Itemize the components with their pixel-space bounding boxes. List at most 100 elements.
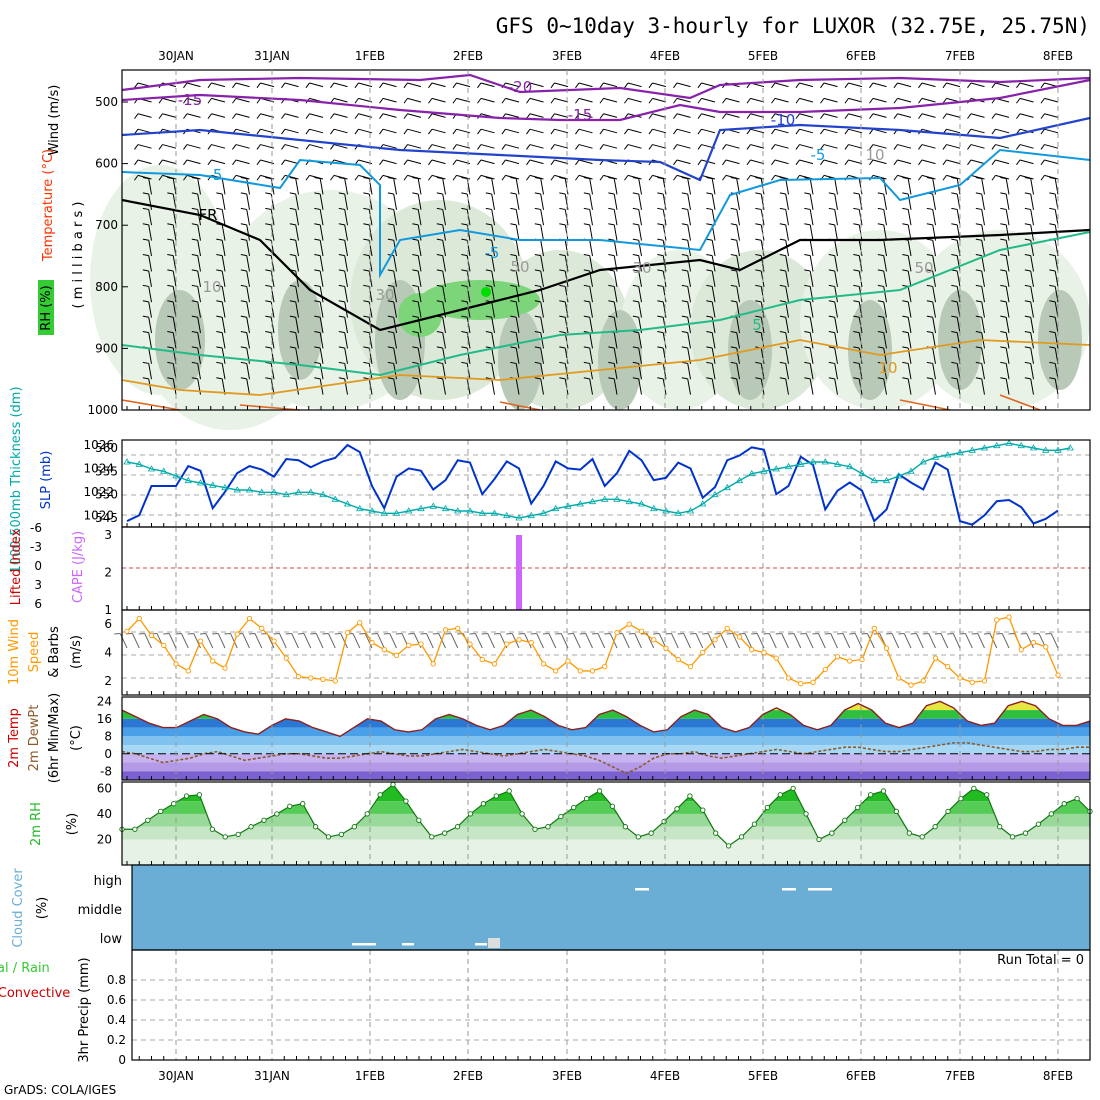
- wind-barb-feather: [608, 284, 615, 287]
- wind-barb: [515, 363, 520, 380]
- thickness-point: [221, 483, 229, 491]
- wind-barb-feather: [583, 315, 590, 318]
- wind-barb-feather: [624, 175, 629, 181]
- wind-barb: [328, 633, 336, 649]
- wind-barb: [589, 224, 593, 241]
- wind-barb-feather: [828, 331, 835, 334]
- wind-barb: [952, 633, 961, 649]
- wind-barb-feather: [363, 254, 370, 257]
- contour-plus5: [121, 231, 1091, 377]
- wind-barb-feather: [599, 82, 604, 89]
- wind-barb: [638, 224, 642, 241]
- ylabel-precip: 3hr Precip (mm): [77, 957, 92, 1062]
- rh-shading-dark: [848, 300, 892, 400]
- wind-barb: [809, 317, 814, 334]
- wind-barb: [701, 113, 716, 118]
- wind-barb-feather: [1000, 254, 1007, 257]
- wind-barb: [393, 193, 397, 210]
- wind-barb: [417, 378, 422, 395]
- wind-barb-feather: [575, 82, 580, 89]
- wind-barb-feather: [967, 144, 972, 150]
- wind-barb-feather: [216, 269, 223, 272]
- wind-barb-feather: [599, 175, 604, 181]
- wind-barb-feather: [902, 223, 909, 226]
- wind-barb-feather: [167, 269, 174, 272]
- wind-barb: [613, 317, 618, 334]
- rh-color-swatch: [38, 280, 54, 335]
- wind-barb: [711, 193, 716, 210]
- wind-barb: [132, 633, 140, 649]
- wind-barb: [785, 270, 789, 287]
- wind-barb-feather: [379, 82, 384, 89]
- thickness-point: [1029, 444, 1038, 451]
- wind-barb-feather: [363, 223, 370, 226]
- wind-barb: [466, 270, 471, 287]
- wind-barb: [907, 286, 912, 303]
- wind-barb-feather: [942, 175, 947, 181]
- wind-speed-point: [736, 634, 743, 640]
- thickness-point: [490, 509, 499, 516]
- wind-barb-feather: [771, 175, 776, 181]
- wind-barb: [725, 174, 740, 180]
- wind-barb: [295, 347, 299, 364]
- wind-barb: [932, 209, 936, 226]
- wind-barb: [442, 240, 446, 257]
- wind-barb-feather: [379, 98, 384, 104]
- wind-barb: [221, 178, 226, 195]
- wind-barb: [676, 128, 691, 134]
- wind-barb-feather: [436, 177, 443, 180]
- wind-barb-feather: [795, 159, 800, 166]
- wind-barb: [431, 144, 446, 149]
- date-label-bottom: 4FEB: [650, 1069, 680, 1083]
- wind-barb-feather: [771, 144, 776, 150]
- wind-barb: [491, 178, 495, 195]
- wind-barb: [1054, 378, 1059, 395]
- wind-barb-feather: [779, 361, 786, 364]
- wind-barb-feather: [191, 300, 198, 303]
- wind-barb: [393, 224, 397, 241]
- thickness-point: [160, 467, 168, 474]
- wind-barb-feather: [265, 238, 272, 241]
- wind-barb-feather: [240, 223, 247, 226]
- wind-barb: [564, 301, 569, 318]
- rh-point: [454, 824, 461, 830]
- wind-barb-feather: [510, 284, 517, 287]
- wind-barb: [1044, 159, 1059, 165]
- wind-barb-feather: [314, 300, 321, 303]
- wind-barb-feather: [771, 113, 776, 119]
- wind-barb-feather: [403, 175, 408, 181]
- wind-barb-feather: [730, 238, 737, 241]
- wind-barb: [431, 174, 446, 180]
- wind-barb: [613, 378, 618, 395]
- wind-barb-feather: [191, 377, 198, 380]
- rh-point: [287, 803, 293, 809]
- wind-barb-feather: [167, 284, 174, 287]
- wind-barb-feather: [363, 284, 370, 287]
- wind-speed-point: [687, 664, 694, 670]
- wind-barb-feather: [820, 128, 825, 135]
- wind-barb: [431, 128, 446, 134]
- thickness-point: [760, 467, 768, 474]
- wind-barb-feather: [477, 144, 482, 150]
- wind-barb-feather: [632, 207, 639, 210]
- lifted-tick-label: 3: [34, 578, 42, 592]
- wind-barb-feather: [387, 207, 394, 210]
- wind-barb-feather: [158, 144, 163, 150]
- wind-barb: [197, 178, 201, 195]
- temp-tick-label: 8: [104, 729, 112, 743]
- wind-barb-feather: [289, 300, 296, 303]
- wind-barb: [319, 193, 324, 210]
- wind-barb: [524, 633, 532, 649]
- wind-barb: [186, 174, 201, 180]
- wind-barb: [701, 97, 716, 103]
- wind-barb: [638, 209, 642, 226]
- wind-barb: [291, 633, 299, 649]
- rh-point: [132, 826, 138, 832]
- wind-barb-feather: [583, 284, 590, 287]
- rh-point: [906, 830, 912, 836]
- wind-barb-feather: [771, 82, 776, 89]
- wind-barb: [529, 159, 544, 165]
- wind-barb: [564, 347, 569, 364]
- wind-barb: [352, 633, 361, 649]
- temp-bands: [122, 701, 1090, 780]
